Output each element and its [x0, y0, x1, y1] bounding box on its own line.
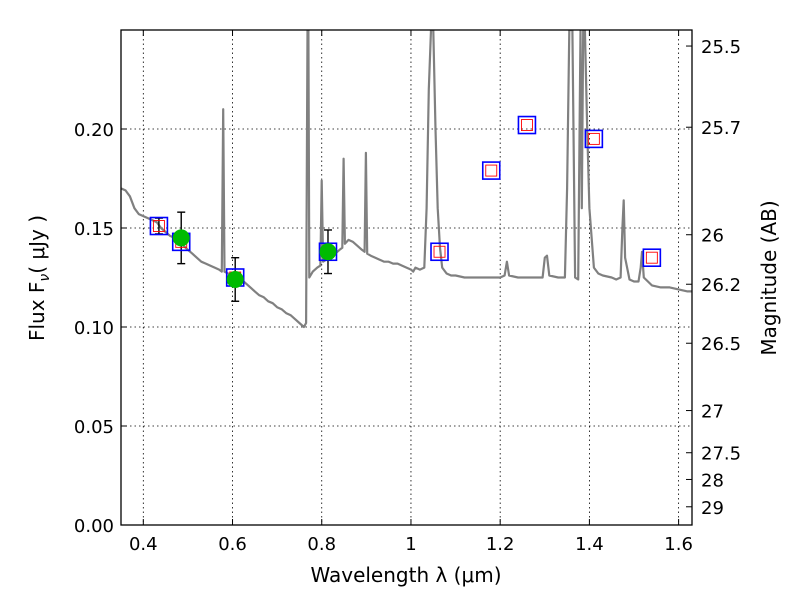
plot-frame [120, 29, 693, 526]
marker-inner-square [433, 245, 446, 258]
right-axis-title: Magnitude (AB) [757, 200, 781, 355]
marker-outer-square [481, 161, 501, 180]
model-photometry-marker [642, 248, 662, 267]
plot-area [121, 30, 692, 329]
marker-inner-square [520, 119, 533, 131]
right-axis-ticks: 25.5 25.7 26 26.2 26.5 27 27.5 28 29 [686, 37, 741, 519]
y-tick-label: 0.20 [74, 120, 114, 141]
x-tick-label: 0.8 [307, 534, 336, 555]
x-tick-label: 1 [405, 534, 416, 555]
x-tick-label: 0.6 [218, 534, 247, 555]
y-tick-label: 0.00 [74, 516, 114, 537]
observed-photometry-point [226, 270, 244, 288]
marker-outer-square [430, 242, 449, 262]
y-axis-title-unit: ( μJy ) [25, 215, 49, 274]
y-tick-label: 0.15 [74, 219, 114, 240]
model-photometry-marker [149, 216, 169, 236]
x-axis-ticks: 0.4 0.6 0.8 1 1.2 1.4 1.6 [129, 30, 693, 555]
y-axis-title: Flux Fν( μJy ) [25, 215, 53, 341]
y-axis-title-subscript: ν [37, 274, 53, 282]
model-photometry-marker [517, 115, 537, 135]
marker-inner-square [485, 164, 498, 177]
model-spectrum-line [121, 30, 692, 329]
y-axis-ticks: 0.00 0.05 0.10 0.15 0.20 [74, 120, 127, 537]
right-tick-label: 29 [701, 498, 724, 519]
model-photometry-marker [481, 161, 501, 180]
observed-photometry-point [319, 243, 337, 261]
observed-photometry-point [172, 229, 190, 247]
model-photometry-marker [430, 242, 449, 262]
y-tick-label: 0.05 [74, 417, 114, 438]
x-tick-label: 0.4 [129, 534, 158, 555]
marker-outer-square [149, 216, 169, 236]
observed-photometry-markers [172, 229, 337, 288]
right-tick-label: 28 [701, 470, 724, 491]
marker-inner-square [645, 251, 658, 264]
x-axis-title: Wavelength λ (μm) [310, 563, 501, 587]
x-tick-label: 1.4 [575, 534, 604, 555]
right-tick-label: 27 [701, 402, 724, 423]
x-tick-label: 1.2 [486, 534, 515, 555]
model-photometry-marker [584, 129, 604, 149]
marker-inner-square [152, 220, 165, 232]
marker-inner-square [587, 132, 600, 145]
right-tick-label: 26.5 [701, 334, 741, 355]
right-tick-label: 26 [701, 226, 724, 247]
marker-outer-square [642, 248, 662, 267]
x-tick-label: 1.6 [664, 534, 693, 555]
right-tick-label: 26.2 [701, 275, 741, 296]
right-tick-label: 25.5 [701, 37, 741, 58]
y-axis-title-text: Flux F [25, 282, 49, 341]
marker-outer-square [584, 129, 604, 149]
right-tick-label: 25.7 [701, 118, 741, 139]
y-tick-label: 0.10 [74, 318, 114, 339]
marker-outer-square [517, 115, 537, 135]
right-tick-label: 27.5 [701, 444, 741, 465]
